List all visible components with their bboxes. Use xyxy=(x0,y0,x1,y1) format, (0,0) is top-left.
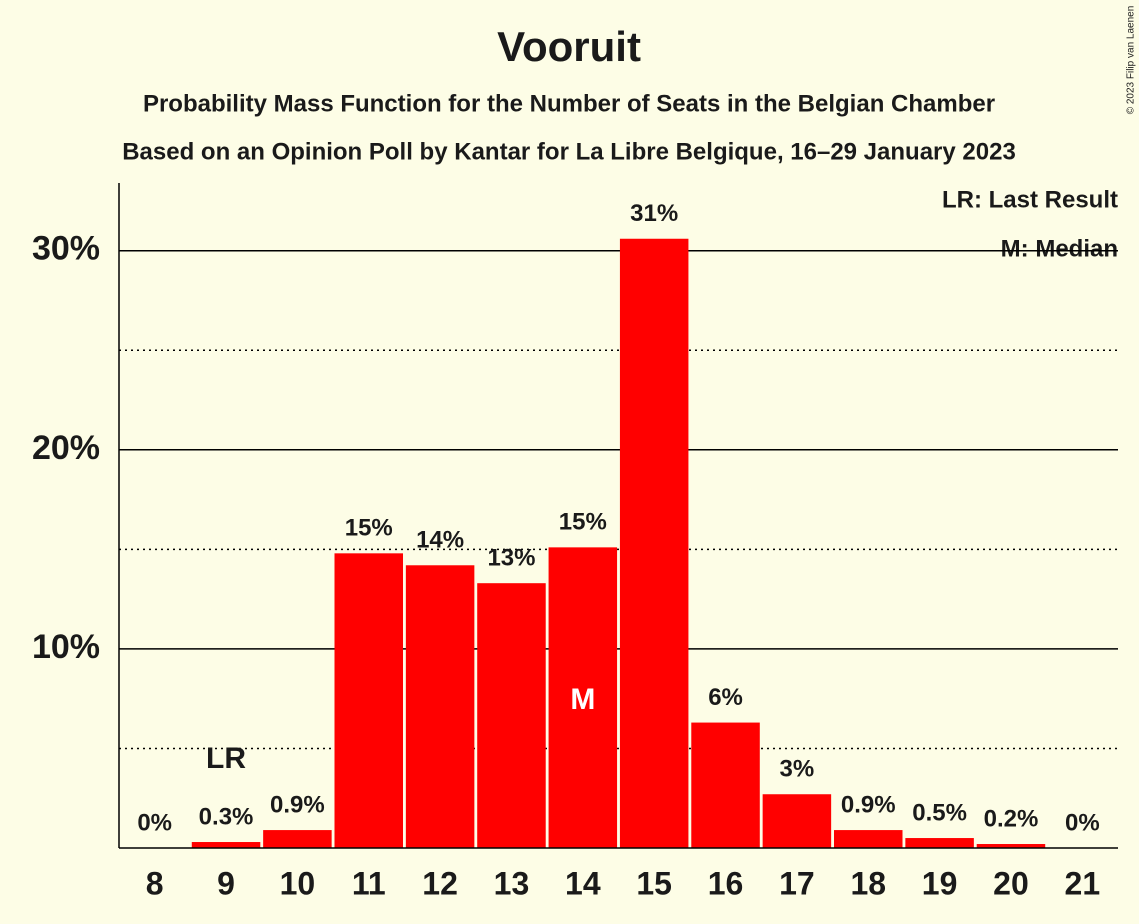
legend-entry: M: Median xyxy=(1001,235,1118,262)
value-label: 0% xyxy=(137,809,172,836)
last-result-marker: LR xyxy=(206,742,246,775)
value-label: 15% xyxy=(345,515,393,542)
x-tick-label: 8 xyxy=(146,865,164,901)
x-tick-label: 15 xyxy=(636,865,672,901)
bar xyxy=(477,583,546,848)
bar xyxy=(691,722,760,848)
x-tick-label: 11 xyxy=(352,865,386,901)
x-tick-label: 13 xyxy=(494,865,530,901)
value-label: 0.5% xyxy=(912,799,967,826)
bar xyxy=(762,794,832,848)
value-label: 0% xyxy=(1065,809,1100,836)
bar xyxy=(619,238,689,848)
value-label: 0.9% xyxy=(270,791,325,818)
value-label: 3% xyxy=(780,756,815,783)
value-label: 0.9% xyxy=(841,791,896,818)
x-tick-label: 9 xyxy=(217,865,235,901)
value-label: 31% xyxy=(630,200,678,227)
value-label: 6% xyxy=(708,684,743,711)
chart-subtitle: Probability Mass Function for the Number… xyxy=(143,90,995,117)
x-tick-label: 19 xyxy=(922,865,958,901)
bar xyxy=(548,547,618,848)
y-tick-label: 10% xyxy=(32,628,100,666)
y-tick-label: 20% xyxy=(32,429,100,467)
chart-subtitle: Based on an Opinion Poll by Kantar for L… xyxy=(122,138,1016,165)
copyright: © 2023 Filip van Laenen xyxy=(1126,6,1137,115)
x-tick-label: 18 xyxy=(850,865,886,901)
bar xyxy=(905,838,974,848)
bar xyxy=(976,844,1046,848)
value-label: 14% xyxy=(416,527,464,554)
x-tick-label: 20 xyxy=(993,865,1029,901)
x-tick-label: 17 xyxy=(779,865,815,901)
x-tick-label: 21 xyxy=(1065,865,1101,901)
bar xyxy=(263,830,332,848)
x-tick-label: 10 xyxy=(280,865,316,901)
x-tick-label: 12 xyxy=(422,865,458,901)
bar xyxy=(833,830,903,848)
value-label: 0.2% xyxy=(984,805,1039,832)
bar xyxy=(334,553,404,848)
bar xyxy=(191,842,261,848)
value-label: 0.3% xyxy=(199,803,254,830)
bar xyxy=(405,565,475,848)
y-tick-label: 30% xyxy=(32,230,100,268)
median-marker: M xyxy=(570,683,595,716)
value-label: 15% xyxy=(559,509,607,536)
x-tick-label: 16 xyxy=(708,865,744,901)
legend-entry: LR: Last Result xyxy=(942,186,1118,213)
value-label: 13% xyxy=(487,545,535,572)
x-tick-label: 14 xyxy=(565,865,601,901)
chart-title: Vooruit xyxy=(497,23,641,70)
